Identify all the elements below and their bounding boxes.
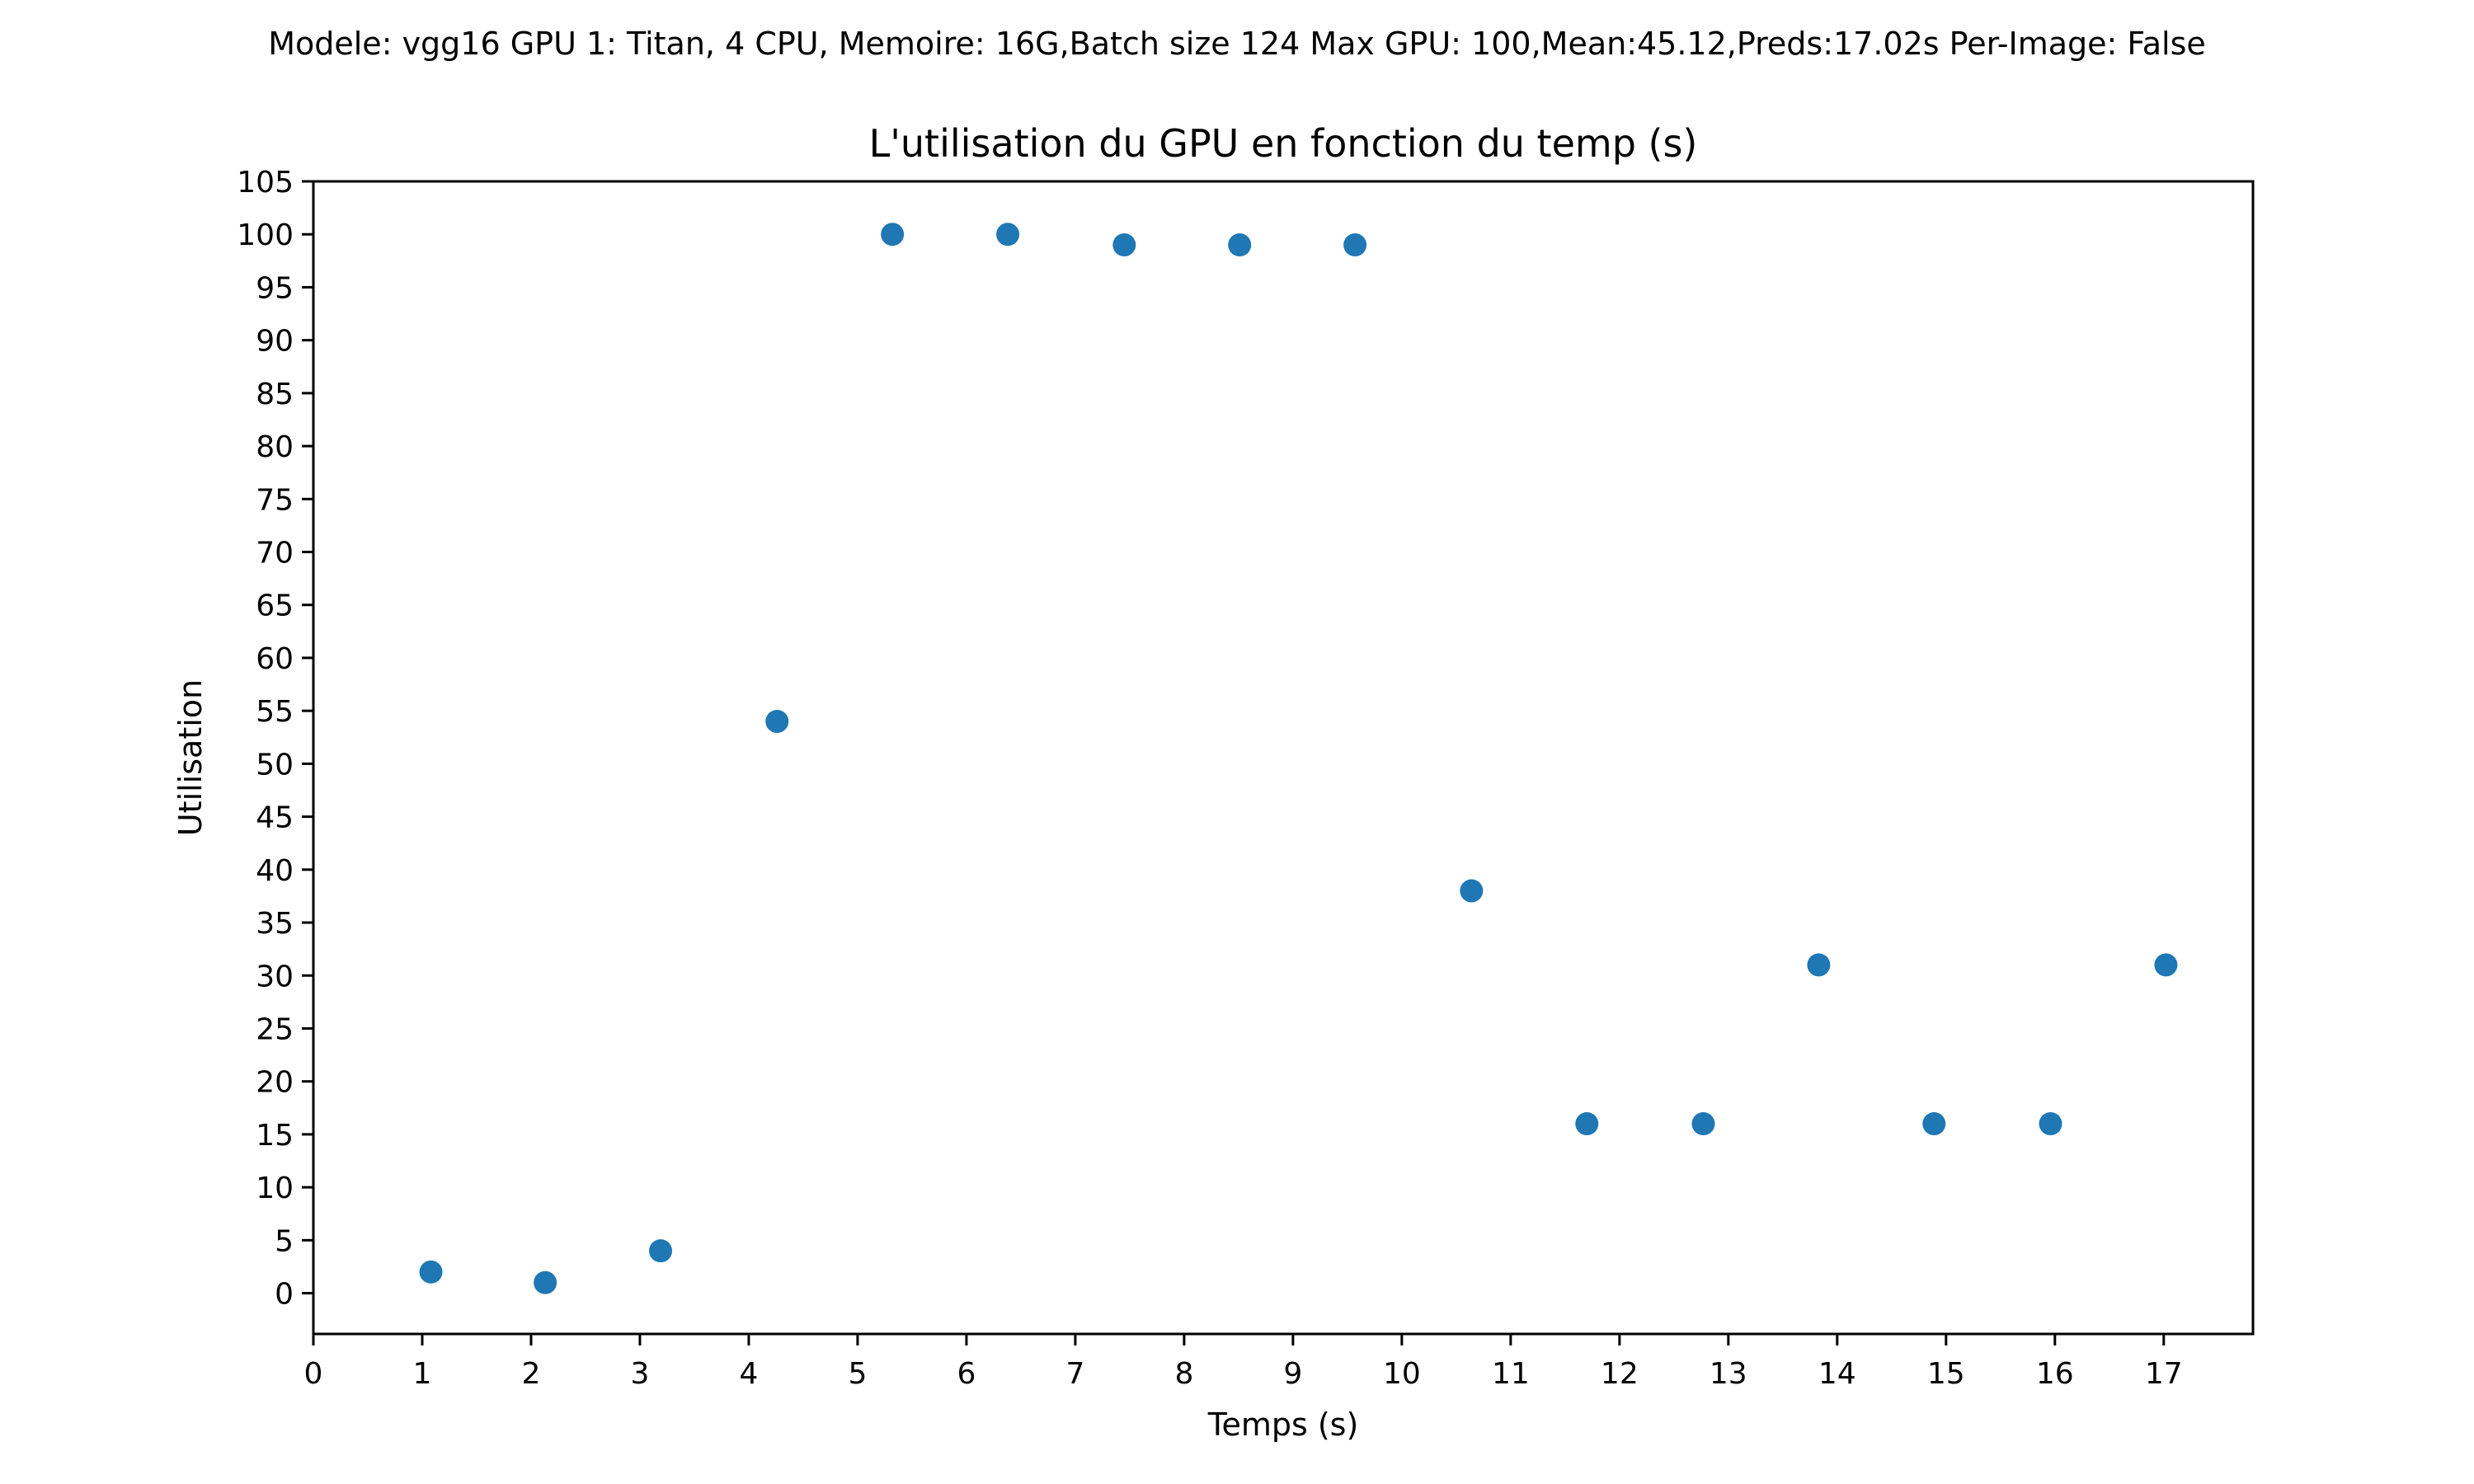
y-tick-label: 50: [256, 748, 294, 782]
scatter-point: [1691, 1112, 1715, 1136]
x-tick-label: 9: [1283, 1357, 1302, 1391]
y-tick-label: 45: [256, 801, 294, 835]
y-tick-label: 30: [256, 960, 294, 993]
y-tick-label: 60: [256, 642, 294, 676]
y-tick-label: 80: [256, 430, 294, 464]
x-tick-label: 17: [2145, 1357, 2183, 1391]
scatter-point: [2154, 953, 2178, 977]
y-tick-label: 75: [256, 483, 294, 517]
x-tick-label: 6: [957, 1357, 976, 1391]
scatter-point: [1112, 233, 1136, 257]
scatter-point: [1807, 953, 1831, 977]
scatter-point: [2039, 1112, 2062, 1136]
scatter-point: [881, 223, 905, 247]
scatter-point: [1575, 1112, 1599, 1136]
y-tick-label: 0: [275, 1278, 294, 1312]
scatter-point: [419, 1260, 443, 1284]
x-tick-label: 10: [1383, 1357, 1421, 1391]
y-tick-label: 95: [256, 271, 294, 305]
y-tick-label: 90: [256, 325, 294, 359]
scatter-point: [996, 223, 1020, 247]
y-tick-label: 20: [256, 1066, 294, 1100]
x-tick-label: 0: [304, 1357, 323, 1391]
x-tick-label: 2: [522, 1357, 541, 1391]
x-tick-label: 11: [1492, 1357, 1530, 1391]
scatter-point: [1343, 233, 1367, 257]
y-tick-label: 55: [256, 695, 294, 729]
scatter-point: [1460, 879, 1484, 903]
y-tick-label: 65: [256, 589, 294, 623]
x-tick-label: 16: [2036, 1357, 2074, 1391]
x-tick-label: 8: [1174, 1357, 1193, 1391]
chart-title: L'utilisation du GPU en fonction du temp…: [869, 121, 1698, 166]
y-tick-label: 85: [256, 378, 294, 411]
scatter-point: [765, 710, 789, 734]
scatter-point: [1922, 1112, 1946, 1136]
scatter-point: [534, 1270, 557, 1294]
x-tick-label: 1: [413, 1357, 432, 1391]
y-tick-label: 35: [256, 907, 294, 941]
y-tick-label: 40: [256, 854, 294, 888]
x-axis-label: Temps (s): [1207, 1407, 1359, 1443]
scatter-point: [1228, 233, 1252, 257]
x-tick-label: 4: [739, 1357, 758, 1391]
x-tick-label: 14: [1818, 1357, 1856, 1391]
y-tick-label: 10: [256, 1172, 294, 1205]
y-tick-label: 70: [256, 537, 294, 571]
axis-ticks: 0 1 2 3 4 5 6 7 8 9 10 11 12 13 14 15 16 1705101520253035…: [237, 166, 2182, 1391]
figure-suptitle: Modele: vgg16 GPU 1: Titan, 4 CPU, Memoi…: [268, 26, 2206, 62]
y-axis-label: Utilisation: [172, 679, 209, 836]
x-tick-label: 13: [1710, 1357, 1747, 1391]
y-tick-label: 105: [237, 166, 294, 200]
plot-area-frame: [312, 180, 2255, 1336]
x-tick-label: 12: [1601, 1357, 1639, 1391]
y-tick-label: 5: [275, 1224, 294, 1258]
x-tick-label: 7: [1065, 1357, 1084, 1391]
x-tick-label: 5: [848, 1357, 867, 1391]
y-tick-label: 100: [237, 218, 294, 252]
scatter-points: [419, 223, 2178, 1294]
y-tick-label: 25: [256, 1012, 294, 1046]
x-tick-label: 15: [1927, 1357, 1965, 1391]
scatter-point: [649, 1239, 673, 1263]
y-tick-label: 15: [256, 1119, 294, 1153]
x-tick-label: 3: [631, 1357, 650, 1391]
